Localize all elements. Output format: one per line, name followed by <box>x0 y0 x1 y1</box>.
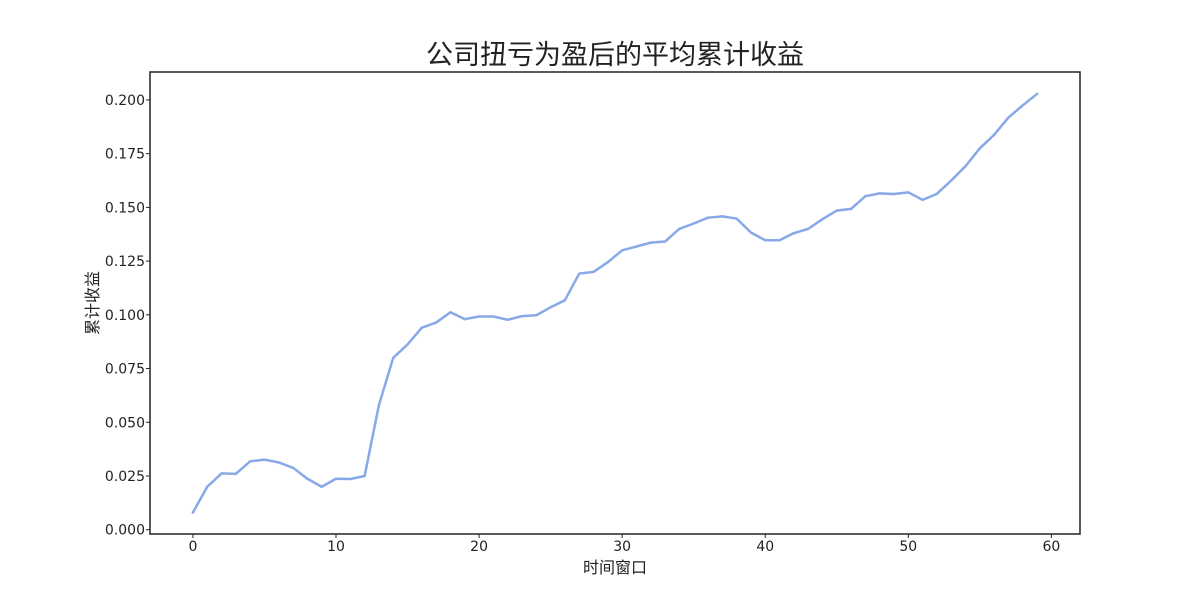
y-axis: 0.000 0.025 0.050 0.075 0.100 0.125 0.150 0.175… <box>105 93 150 539</box>
data-point <box>578 272 581 275</box>
data-point <box>234 472 238 476</box>
data-point <box>635 245 638 248</box>
data-point <box>706 216 710 219</box>
data-point <box>878 192 881 195</box>
y-tick-label: 0.150 <box>105 200 145 216</box>
data-point <box>778 239 781 242</box>
data-point <box>377 403 381 407</box>
data-point <box>764 239 767 242</box>
data-point <box>263 458 266 461</box>
y-tick-label: 0.175 <box>105 147 145 163</box>
data-point <box>620 249 624 252</box>
data-point <box>220 472 223 475</box>
chart-title: 公司扭亏为盈后的平均累计收益 <box>426 40 804 71</box>
y-tick-label: 0.050 <box>105 415 145 431</box>
y-tick-label: 0.200 <box>105 93 145 109</box>
data-point <box>349 477 352 481</box>
data-point <box>291 466 295 470</box>
data-point <box>549 306 552 309</box>
x-tick-label: 20 <box>470 539 488 555</box>
x-tick-label: 30 <box>613 539 631 555</box>
data-point <box>806 227 810 231</box>
data-point <box>463 317 466 321</box>
data-point <box>692 222 695 225</box>
y-tick-label: 0.075 <box>105 362 145 378</box>
plot-frame <box>149 71 1081 535</box>
x-tick-label: 60 <box>1042 539 1060 555</box>
data-point <box>191 511 195 514</box>
y-axis-label: 累计收益 <box>83 271 102 335</box>
y-tick-label: 0.025 <box>105 469 145 485</box>
data-point <box>978 147 982 150</box>
data-point <box>678 227 681 231</box>
data-point <box>392 356 395 359</box>
data-point <box>535 314 538 317</box>
data-point <box>563 299 567 302</box>
data-point <box>749 231 753 234</box>
data-point <box>721 215 724 218</box>
data-point <box>363 474 366 478</box>
data-point <box>320 485 323 488</box>
data-point <box>606 260 610 264</box>
data-point <box>406 343 409 346</box>
data-point <box>835 209 838 212</box>
data-point <box>921 198 924 202</box>
data-point <box>506 318 509 321</box>
data-point <box>334 477 338 480</box>
data-point <box>520 314 524 318</box>
x-axis-label: 时间窗口 <box>583 558 647 577</box>
data-point <box>420 326 424 329</box>
data-point <box>864 195 867 198</box>
y-tick-label: 0.100 <box>105 308 145 324</box>
data-point <box>1035 92 1039 96</box>
x-tick-label: 50 <box>899 539 917 555</box>
data-point <box>248 460 252 463</box>
series-line <box>191 92 1039 514</box>
data-point <box>449 311 452 314</box>
data-point <box>907 191 910 194</box>
data-point <box>1007 116 1010 119</box>
data-point <box>792 231 796 235</box>
data-point <box>950 179 953 182</box>
data-point <box>492 315 495 318</box>
plot-area <box>149 71 1081 535</box>
data-point <box>992 133 996 136</box>
x-tick-label: 40 <box>756 539 774 555</box>
x-tick-label: 0 <box>188 539 197 555</box>
data-point <box>306 477 309 480</box>
y-tick-label: 0.000 <box>105 523 145 539</box>
data-point <box>735 217 738 220</box>
data-point <box>649 241 652 244</box>
data-point <box>434 321 438 324</box>
data-point <box>964 164 967 168</box>
data-point <box>935 192 939 196</box>
data-point <box>892 192 896 196</box>
x-axis: 0 10 20 30 40 50 60 <box>188 534 1060 555</box>
data-point <box>821 218 824 221</box>
data-point <box>277 461 280 464</box>
data-point <box>849 207 853 211</box>
data-point <box>477 315 481 318</box>
x-tick-label: 10 <box>327 539 345 555</box>
data-point <box>663 240 667 243</box>
series-layer <box>191 92 1039 514</box>
data-point <box>206 485 209 488</box>
y-tick-label: 0.125 <box>105 254 145 270</box>
data-point <box>1021 104 1024 107</box>
data-point <box>592 270 595 274</box>
